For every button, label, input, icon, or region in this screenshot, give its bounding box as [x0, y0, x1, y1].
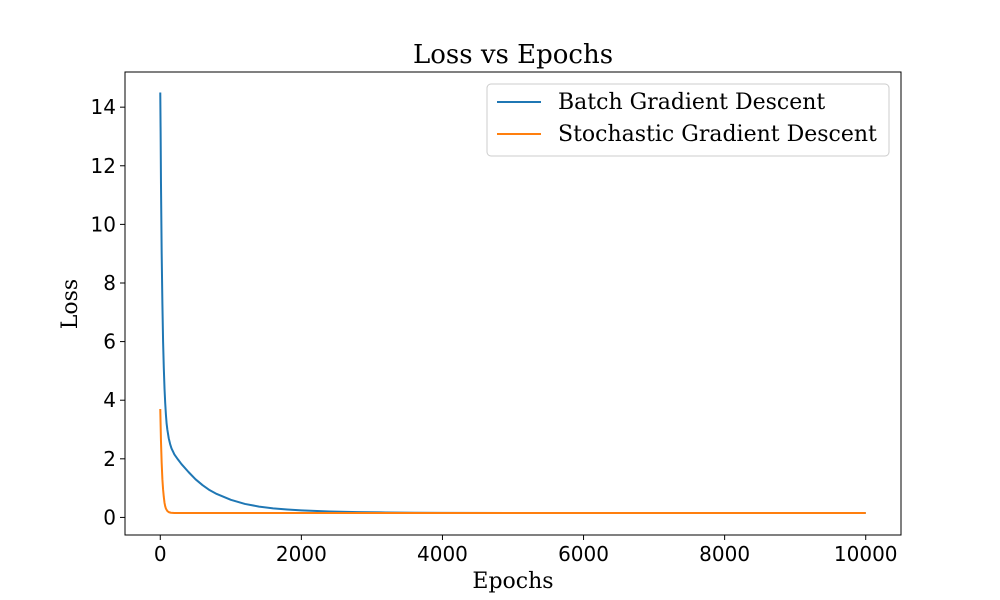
series-line-stochastic	[159, 408, 866, 515]
y-axis-ticks: 0 2 4 6 8 10 12 14	[91, 95, 125, 529]
chart-title: Loss vs Epochs	[413, 40, 613, 70]
y-tick-label: 12	[91, 154, 116, 178]
x-tick-label: 6000	[558, 542, 609, 566]
x-axis-title: Epochs	[472, 569, 553, 594]
y-tick-label: 14	[91, 95, 116, 119]
x-tick-label: 4000	[417, 542, 468, 566]
legend-box	[486, 83, 890, 157]
y-tick-label: 8	[103, 271, 116, 295]
y-tick-label: 2	[103, 447, 116, 471]
x-tick-label: 10000	[834, 542, 898, 566]
x-axis-ticks: 0 2000 4000 6000 8000 10000	[154, 535, 898, 566]
series-layer	[159, 92, 866, 515]
x-tick-label: 2000	[276, 542, 327, 566]
y-tick-label: 4	[103, 388, 116, 412]
y-tick-label: 10	[91, 212, 116, 236]
legend-label-batch: Batch Gradient Descent	[558, 90, 825, 115]
legend-label-stochastic: Stochastic Gradient Descent	[558, 122, 877, 147]
plot-frame	[124, 71, 902, 536]
x-tick-label: 0	[154, 542, 167, 566]
y-tick-label: 6	[103, 330, 116, 354]
x-tick-label: 8000	[699, 542, 750, 566]
legend: Batch Gradient Descent Stochastic Gradie…	[486, 83, 890, 157]
y-tick-label: 0	[103, 505, 116, 529]
y-axis-title: Loss	[58, 279, 83, 329]
